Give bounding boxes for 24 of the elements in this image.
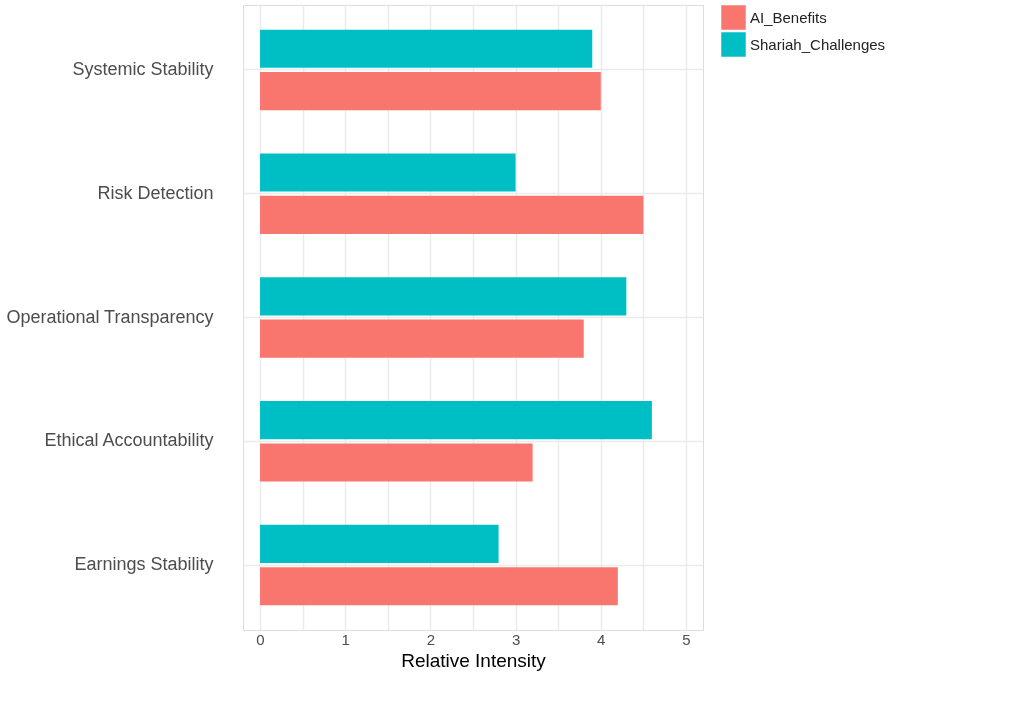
x-tick-label: 0 — [256, 630, 265, 648]
y-tick-label: Earnings Stability — [74, 554, 214, 575]
bar — [260, 567, 618, 606]
bar — [260, 319, 584, 358]
y-tick-label: Risk Detection — [97, 182, 214, 203]
bar — [260, 401, 652, 440]
bar — [260, 443, 533, 482]
x-tick-label: 4 — [597, 630, 606, 648]
legend-label: AI_Benefits — [750, 8, 827, 26]
y-tick-label: Systemic Stability — [72, 58, 214, 79]
bar — [260, 524, 499, 563]
y-tick-label: Ethical Accountability — [44, 430, 214, 451]
bar — [260, 195, 644, 234]
x-tick-label: 1 — [341, 630, 350, 648]
y-tick-label: Operational Transparency — [6, 306, 214, 327]
bar — [260, 277, 627, 316]
bar — [260, 153, 516, 192]
bar — [260, 72, 601, 111]
legend-label: Shariah_Challenges — [750, 35, 886, 53]
x-tick-label: 3 — [511, 630, 521, 648]
bar — [260, 29, 593, 68]
x-tick-label: 2 — [426, 630, 436, 648]
x-tick-label: 5 — [682, 630, 691, 648]
x-axis-title: Relative Intensity — [401, 649, 547, 671]
